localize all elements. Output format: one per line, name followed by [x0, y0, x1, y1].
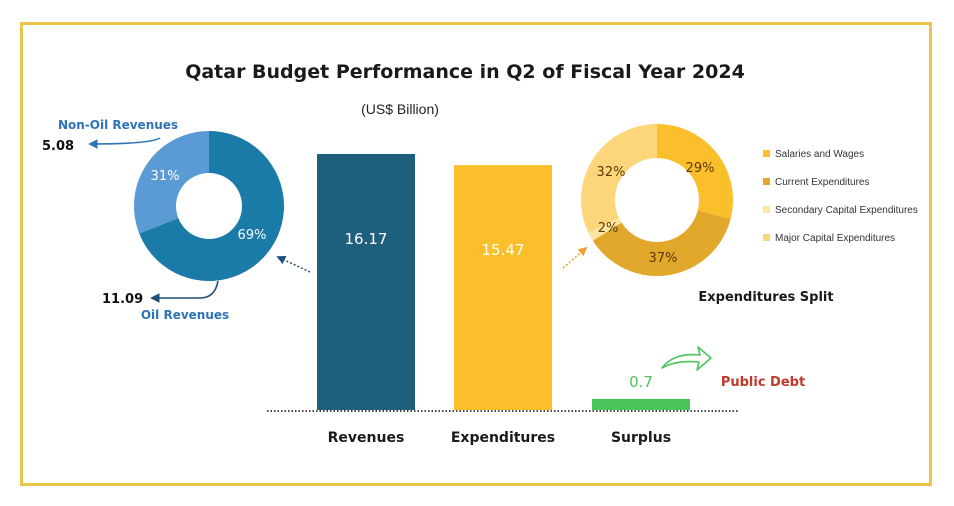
- legend-swatch-major-capital-expenditures: [763, 234, 770, 241]
- expenditure-donut: 29% 37% 2% 32%: [581, 124, 734, 276]
- oil-arrow: [150, 280, 219, 303]
- bar-value-label-expenditures: 15.47: [482, 241, 525, 259]
- donut-slice-oil-revenues: [139, 131, 284, 281]
- non-oil-revenues-value: 5.08: [42, 139, 74, 154]
- public-debt-label: Public Debt: [721, 375, 805, 390]
- expenditure-connector-arrow: [562, 246, 588, 269]
- donut-slice-percent-oil-revenues: 69%: [238, 228, 267, 243]
- donut-slice-percent-non-oil-revenues: 31%: [151, 169, 180, 184]
- donut-slice-percent-secondary-capital-expenditures: 2%: [598, 221, 619, 236]
- legend-label-salaries-and-wages: Salaries and Wages: [775, 149, 864, 160]
- donut-slice-current-expenditures: [592, 210, 731, 276]
- expenditures-split-title: Expenditures Split: [698, 290, 833, 305]
- non-oil-arrow: [88, 137, 161, 149]
- legend-label-current-expenditures: Current Expenditures: [775, 177, 870, 188]
- donut-slice-percent-current-expenditures: 37%: [649, 251, 678, 266]
- bar-revenues: [317, 154, 415, 410]
- legend-label-major-capital-expenditures: Major Capital Expenditures: [775, 233, 895, 244]
- bar-series: 16.17 Revenues 15.47 Expenditures 0.7 Surplus: [317, 154, 690, 446]
- legend-swatch-current-expenditures: [763, 178, 770, 185]
- x-tick-label-expenditures: Expenditures: [451, 430, 555, 446]
- donut-slice-secondary-capital-expenditures: [588, 217, 622, 241]
- donut-slice-salaries-and-wages: [657, 124, 734, 219]
- bar-value-label-surplus: 0.7: [629, 373, 653, 391]
- public-debt-arrow-icon: [661, 346, 712, 371]
- oil-revenues-value: 11.09: [102, 292, 143, 307]
- legend-label-secondary-capital-expenditures: Secondary Capital Expenditures: [775, 205, 918, 216]
- donut-slice-percent-major-capital-expenditures: 32%: [597, 165, 626, 180]
- legend-swatch-salaries-and-wages: [763, 150, 770, 157]
- revenue-donut: 31% 69%: [134, 131, 284, 281]
- donut-slice-percent-salaries-and-wages: 29%: [686, 161, 715, 176]
- bar-expenditures: [454, 165, 552, 410]
- expenditure-legend: Salaries and Wages Current Expenditures Se…: [763, 149, 918, 244]
- x-tick-label-revenues: Revenues: [328, 430, 405, 446]
- chart-title: Qatar Budget Performance in Q2 of Fiscal…: [185, 61, 745, 83]
- x-tick-label-surplus: Surplus: [611, 430, 671, 446]
- revenue-connector-arrow: [276, 255, 311, 273]
- chart-subtitle: (US$ Billion): [361, 101, 439, 117]
- legend-swatch-secondary-capital-expenditures: [763, 206, 770, 213]
- non-oil-revenues-label: Non-Oil Revenues: [58, 118, 178, 132]
- donut-slice-non-oil-revenues: [134, 131, 209, 234]
- bar-value-label-revenues: 16.17: [345, 230, 388, 248]
- donut-slice-major-capital-expenditures: [581, 124, 657, 233]
- oil-revenues-label: Oil Revenues: [141, 308, 229, 322]
- bar-surplus: [592, 398, 690, 410]
